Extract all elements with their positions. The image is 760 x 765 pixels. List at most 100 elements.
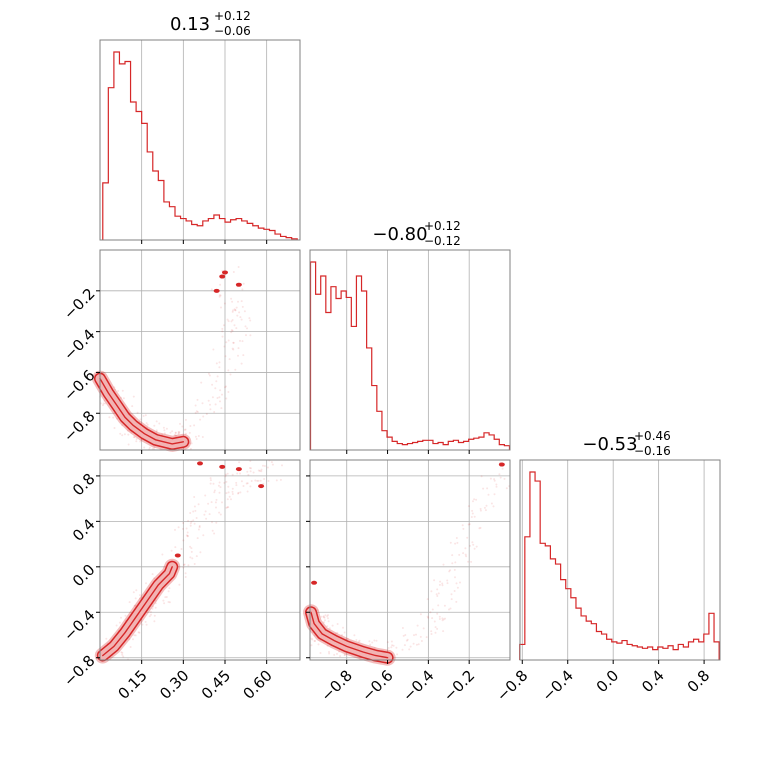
joint-p1-p0-point-182 [240, 318, 243, 321]
hist-p1-title-minus: −0.12 [424, 234, 461, 248]
joint-p2-p1-point-181 [495, 483, 498, 486]
joint-p2-p1-point-158 [433, 579, 436, 582]
joint-p1-p0-point-256 [219, 294, 222, 297]
joint-p2-p1-xtick-label-0: −0.8 [317, 666, 355, 704]
joint-p2-p1-point-96 [495, 485, 498, 488]
joint-p1-p0-point-54 [232, 341, 235, 344]
joint-p2-p1-point-197 [422, 627, 425, 630]
joint-p2-p0-point-19 [145, 582, 147, 585]
joint-p2-p0-point-252 [186, 535, 189, 538]
joint-p2-p1-point-13 [441, 584, 444, 587]
joint-p2-p1-point-35 [479, 526, 482, 529]
joint-p2-p0-point-146 [105, 637, 108, 640]
joint-p2-p0-point-17 [184, 576, 187, 578]
joint-p2-p0-point-206 [134, 597, 137, 600]
joint-p1-p0-point-192 [232, 348, 235, 351]
joint-p2-p0-point-157 [164, 596, 167, 599]
joint-p2-p0-point-57 [259, 479, 262, 482]
joint-p1-p0-point-201 [231, 329, 234, 332]
hist-p1-panel: −0.80+0.12−0.12 [309, 219, 511, 454]
joint-p2-p0-point-54 [227, 506, 230, 509]
joint-p1-p0-point-243 [211, 383, 214, 386]
joint-p1-p0-point-21 [184, 432, 187, 435]
joint-p2-p0-point-231 [224, 473, 227, 476]
joint-p1-p0-point-184 [213, 411, 216, 413]
hist-p1-frame [309, 249, 511, 451]
joint-p2-p0-point-8 [279, 478, 282, 481]
joint-p2-p0-point-102 [228, 495, 231, 498]
joint-p1-p0-point-102 [234, 309, 237, 312]
joint-p2-p0-point-217 [174, 546, 177, 549]
joint-p2-p0-point-259 [185, 534, 188, 537]
joint-p2-p0-point-232 [170, 549, 173, 552]
joint-p2-p0-point-115 [174, 528, 176, 531]
joint-p2-p0-point-121 [231, 490, 234, 493]
joint-p2-p1-point-250 [466, 536, 469, 539]
joint-p1-p0-point-170 [113, 427, 116, 429]
joint-p2-p0-point-85 [249, 470, 252, 473]
joint-p2-p0-point-194 [183, 563, 186, 566]
hist-p1-background [310, 250, 510, 450]
joint-p2-p1-point-223 [469, 544, 471, 547]
joint-p2-p1-point-124 [493, 493, 496, 496]
joint-p1-p0-point-98 [193, 424, 196, 427]
joint-p1-p0-point-112 [117, 390, 120, 392]
joint-p2-p0-point-35 [249, 485, 252, 488]
joint-p2-p1-point-159 [473, 547, 476, 550]
joint-p1-p0-point-258 [135, 440, 138, 443]
joint-p2-p0-point-37 [134, 604, 137, 607]
hist-p2-xtick-label-4: 0.8 [684, 666, 714, 696]
joint-p2-p1-point-118 [475, 498, 478, 501]
joint-p2-p0-ytick-label-1: −0.4 [60, 606, 98, 644]
joint-p1-p0-point-6 [219, 283, 222, 286]
joint-p2-p1-point-63 [442, 618, 445, 621]
joint-p2-p0-point-227 [153, 620, 156, 623]
joint-p2-p0-point-174 [250, 467, 252, 470]
joint-p1-p0-point-142 [181, 425, 184, 428]
joint-p1-p0-point-237 [197, 435, 200, 437]
joint-p2-p0-point-166 [189, 545, 192, 548]
joint-p1-p0-point-104 [240, 300, 243, 303]
joint-p2-p0-point-24 [230, 498, 232, 501]
joint-p1-p0-point-158 [235, 306, 238, 309]
joint-p1-p0-point-225 [139, 440, 142, 443]
joint-p2-p1-point-170 [431, 617, 434, 620]
joint-p2-p1-point-9 [483, 506, 486, 509]
joint-p2-p0-contour-blob-3 [235, 467, 242, 472]
joint-p2-p0-point-0 [226, 506, 229, 509]
joint-p1-p0-point-187 [230, 331, 233, 334]
hist-p2-frame [519, 459, 721, 661]
joint-p2-p0-point-134 [198, 525, 201, 527]
joint-p1-p0-point-63 [102, 404, 104, 407]
joint-p1-p0-point-245 [249, 319, 252, 322]
joint-p1-p0-point-23 [130, 431, 133, 434]
joint-p1-p0-point-210 [221, 330, 224, 333]
joint-p2-p1-point-226 [339, 655, 342, 658]
joint-p2-p0-xtick-label-0: 0.15 [115, 666, 151, 702]
hist-p2-background [520, 460, 720, 660]
joint-p2-p0-point-112 [221, 501, 223, 504]
joint-p1-p0-point-164 [139, 418, 142, 421]
joint-p2-p1-point-148 [451, 562, 454, 565]
joint-p1-p0-point-123 [195, 438, 198, 440]
joint-p1-p0-point-134 [146, 423, 149, 426]
joint-p2-p0-point-4 [133, 634, 136, 637]
joint-p2-p1-point-241 [416, 624, 419, 627]
joint-p1-p0-point-51 [230, 297, 233, 300]
joint-p2-p1-point-20 [450, 593, 453, 596]
joint-p2-p1-point-149 [439, 580, 442, 583]
joint-p2-p1-point-227 [415, 643, 418, 646]
joint-p2-p1-point-168 [436, 595, 439, 597]
joint-p1-p0-point-140 [215, 380, 218, 383]
joint-p2-p0-point-188 [237, 492, 240, 495]
joint-p1-p0-point-206 [231, 319, 234, 321]
joint-p1-p0-point-90 [218, 295, 221, 298]
joint-p2-p0-point-82 [152, 605, 155, 608]
joint-p2-p1-point-141 [420, 640, 423, 642]
joint-p2-p0-point-186 [163, 602, 166, 605]
joint-p2-p0-point-216 [137, 631, 140, 634]
joint-p2-p0-point-199 [153, 577, 156, 580]
joint-p1-p0-ytick-label-0: −0.8 [60, 407, 98, 445]
joint-p2-p1-point-254 [326, 625, 329, 628]
joint-p2-p0-point-256 [121, 653, 124, 656]
